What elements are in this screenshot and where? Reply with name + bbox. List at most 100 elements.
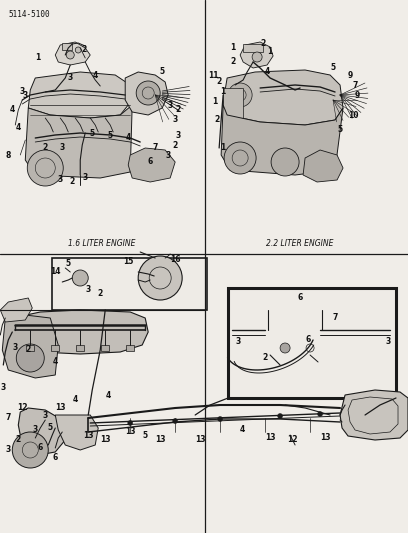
Circle shape xyxy=(12,432,48,468)
Text: 4: 4 xyxy=(16,124,21,133)
Bar xyxy=(101,345,109,351)
Polygon shape xyxy=(8,310,148,354)
Text: 3: 3 xyxy=(82,174,88,182)
Text: 1: 1 xyxy=(213,98,218,107)
Text: 11: 11 xyxy=(208,70,218,79)
Bar xyxy=(126,345,134,351)
Text: 7: 7 xyxy=(353,80,358,90)
Polygon shape xyxy=(55,415,98,450)
Circle shape xyxy=(228,83,252,107)
Text: 6: 6 xyxy=(38,443,43,453)
Circle shape xyxy=(252,52,262,62)
Text: 3: 3 xyxy=(43,410,48,419)
Text: 13: 13 xyxy=(195,435,205,445)
Text: 2: 2 xyxy=(43,143,48,152)
Polygon shape xyxy=(303,150,343,182)
Polygon shape xyxy=(125,72,168,115)
Circle shape xyxy=(27,150,63,186)
Polygon shape xyxy=(340,390,408,440)
Text: 4: 4 xyxy=(264,68,270,77)
Text: 5: 5 xyxy=(108,131,113,140)
Text: 3: 3 xyxy=(33,425,38,434)
Text: 2: 2 xyxy=(175,106,181,115)
Bar xyxy=(62,43,72,50)
Text: 3: 3 xyxy=(168,101,173,109)
Text: 6: 6 xyxy=(148,157,153,166)
Text: 2: 2 xyxy=(70,177,75,187)
Text: 16: 16 xyxy=(170,255,180,264)
Text: 3: 3 xyxy=(166,150,171,159)
Bar xyxy=(228,288,396,398)
Bar xyxy=(51,345,59,351)
Text: 2: 2 xyxy=(215,116,220,125)
Text: 3: 3 xyxy=(60,143,65,152)
Text: 7: 7 xyxy=(6,414,11,423)
Text: 4: 4 xyxy=(10,106,15,115)
Text: 6: 6 xyxy=(306,335,311,344)
Text: 2: 2 xyxy=(262,353,268,362)
Text: 2: 2 xyxy=(98,288,103,297)
Text: 13: 13 xyxy=(265,433,275,442)
Text: 5: 5 xyxy=(66,259,71,268)
Text: 3: 3 xyxy=(58,175,63,184)
Text: 13: 13 xyxy=(320,433,330,442)
Text: 1: 1 xyxy=(220,87,226,96)
Text: 13: 13 xyxy=(83,431,93,440)
Circle shape xyxy=(16,344,44,372)
Polygon shape xyxy=(221,105,343,175)
Circle shape xyxy=(173,418,177,424)
Text: 3: 3 xyxy=(386,337,390,346)
Text: 1: 1 xyxy=(220,143,226,152)
Text: 2: 2 xyxy=(173,141,178,149)
Text: 3: 3 xyxy=(175,131,181,140)
Text: 1: 1 xyxy=(231,43,236,52)
Text: 6: 6 xyxy=(297,294,303,303)
Circle shape xyxy=(224,142,256,174)
Text: 2: 2 xyxy=(26,345,31,354)
Text: 4: 4 xyxy=(73,395,78,405)
Text: 3: 3 xyxy=(235,337,241,346)
Text: 1: 1 xyxy=(35,52,41,61)
Text: 5: 5 xyxy=(330,62,336,71)
Text: 1.6 LITER ENGINE: 1.6 LITER ENGINE xyxy=(69,239,136,248)
Text: 4: 4 xyxy=(126,133,131,142)
Text: 3: 3 xyxy=(23,91,28,100)
Circle shape xyxy=(217,416,223,422)
Text: 4: 4 xyxy=(93,70,98,79)
Text: 5: 5 xyxy=(90,128,95,138)
Text: 14: 14 xyxy=(50,268,60,277)
Text: 3: 3 xyxy=(1,384,6,392)
Text: 3: 3 xyxy=(6,446,11,455)
Bar xyxy=(223,88,243,118)
Text: 4: 4 xyxy=(239,425,245,434)
Text: 5114-5100: 5114-5100 xyxy=(8,10,50,19)
Polygon shape xyxy=(55,42,90,65)
Text: 5: 5 xyxy=(143,431,148,440)
Circle shape xyxy=(138,256,182,300)
Text: 5: 5 xyxy=(48,424,53,432)
Circle shape xyxy=(66,51,74,59)
Text: 3: 3 xyxy=(68,74,73,83)
Text: 10: 10 xyxy=(348,110,358,119)
Text: 6: 6 xyxy=(53,454,58,463)
Text: 8: 8 xyxy=(6,150,11,159)
Polygon shape xyxy=(223,70,343,125)
Circle shape xyxy=(136,81,160,105)
Text: 3: 3 xyxy=(13,343,18,352)
Bar xyxy=(26,345,34,351)
Text: 12: 12 xyxy=(287,435,297,445)
Text: 13: 13 xyxy=(55,403,66,413)
Text: 3: 3 xyxy=(86,286,91,295)
Polygon shape xyxy=(28,72,130,118)
Text: 2: 2 xyxy=(231,58,236,67)
Polygon shape xyxy=(0,298,32,322)
Polygon shape xyxy=(128,148,175,182)
Text: 2: 2 xyxy=(82,45,87,54)
Text: 4: 4 xyxy=(53,358,58,367)
Text: 5: 5 xyxy=(337,125,343,134)
Text: 9: 9 xyxy=(348,70,353,79)
Text: 9: 9 xyxy=(355,91,360,100)
Text: 3: 3 xyxy=(173,116,178,125)
Text: 15: 15 xyxy=(123,257,133,266)
Text: 2: 2 xyxy=(217,77,222,86)
